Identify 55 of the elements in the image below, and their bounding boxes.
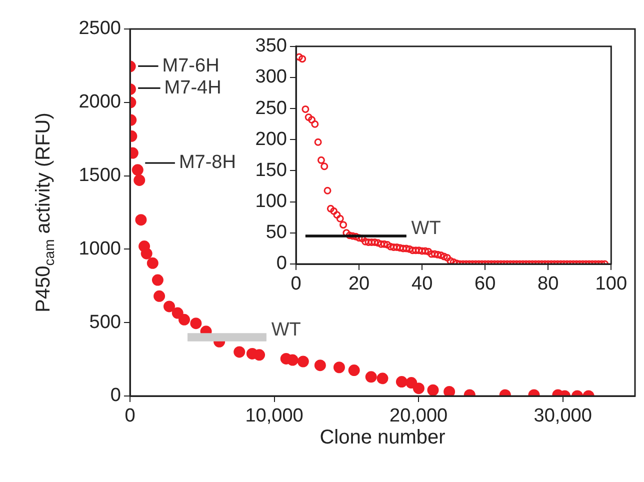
point	[348, 364, 360, 376]
x-tick-label: 30,000	[534, 406, 592, 427]
point	[396, 376, 408, 388]
point	[412, 382, 424, 394]
annotation: M7-6H	[162, 55, 220, 76]
point	[140, 248, 152, 260]
point	[444, 386, 456, 396]
y-tick-label: 100	[255, 191, 287, 212]
annotation: M7-4H	[164, 77, 222, 98]
y-tick-label: 300	[255, 66, 287, 88]
point	[190, 318, 202, 330]
ref-line-label: WT	[411, 218, 442, 240]
x-tick-label: 0	[290, 274, 302, 295]
x-tick-label: 20,000	[390, 406, 448, 427]
y-tick-label: 200	[255, 128, 287, 150]
point	[406, 377, 418, 389]
point	[134, 174, 146, 186]
x-tick-label: 0	[124, 406, 136, 427]
x-tick-label: 20	[348, 274, 370, 295]
y-tick-label: 150	[255, 160, 287, 181]
point	[333, 362, 345, 374]
point	[132, 164, 144, 176]
y-tick-label: 0	[276, 253, 287, 274]
y-tick-label: 350	[255, 36, 287, 57]
point	[178, 314, 190, 326]
x-tick-label: 80	[538, 274, 559, 295]
y-tick-label: 0	[110, 385, 121, 406]
point	[135, 214, 147, 226]
y-tick-label: 2500	[78, 18, 121, 40]
point	[234, 346, 246, 358]
point	[365, 371, 377, 383]
point	[427, 384, 439, 396]
y-tick-label: 250	[255, 98, 287, 119]
point	[163, 300, 175, 312]
point	[146, 257, 158, 269]
point	[172, 307, 184, 319]
point	[154, 290, 166, 302]
annotation: M7-8H	[178, 152, 236, 174]
x-tick-label: 10,000	[245, 406, 304, 427]
ref-line-label: WT	[271, 319, 302, 340]
y-tick-label: 500	[89, 312, 121, 333]
point	[297, 356, 309, 368]
x-tick-label: 100	[595, 274, 627, 295]
y-tick-label: 1500	[78, 165, 121, 186]
x-axis-title: Clone number	[320, 426, 446, 449]
x-tick-label: 40	[411, 274, 433, 295]
point	[314, 360, 326, 372]
y-tick-label: 2000	[78, 92, 121, 113]
point	[254, 349, 266, 361]
y-axis-title: P450cam activity (RFU)	[32, 112, 57, 312]
y-tick-label: 50	[266, 222, 287, 244]
point	[376, 372, 388, 384]
y-tick-label: 1000	[78, 238, 121, 260]
x-tick-label: 60	[474, 274, 496, 295]
point	[152, 274, 164, 286]
